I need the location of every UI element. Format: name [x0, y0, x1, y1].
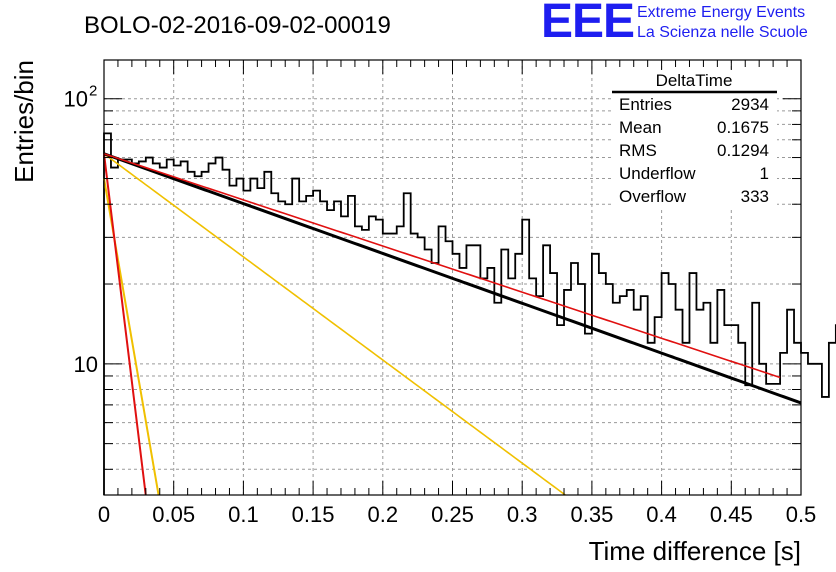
- x-tick-label: 0.4: [646, 502, 677, 527]
- stats-row-label: RMS: [619, 141, 657, 160]
- x-tick-label: 0.5: [786, 502, 817, 527]
- run-title: BOLO-02-2016-09-02-00019: [84, 12, 391, 39]
- x-tick-label: 0.2: [368, 502, 399, 527]
- stats-row-label: Underflow: [619, 164, 696, 183]
- axes: 0 0.05 0.1 0.15 0.2 0.25 0.3 0.35 0.4 0.45 0.51010…: [64, 60, 817, 527]
- eee-logo: EEE: [541, 0, 635, 48]
- stats-row-value: 333: [741, 187, 769, 206]
- x-tick-label: 0.1: [228, 502, 259, 527]
- y-tick-label: 10: [64, 87, 88, 112]
- stats-rows: Entries 2934 Mean 0.1675 RMS 0.1294 Underflow 1…: [619, 95, 769, 206]
- x-tick-label: 0.25: [431, 502, 474, 527]
- fit-curve-mid: [103, 153, 566, 496]
- x-tick-label: 0.15: [292, 502, 335, 527]
- fit-curve-total: [103, 152, 802, 405]
- stats-row-label: Mean: [619, 118, 662, 137]
- x-axis-label: Time difference [s]: [589, 536, 801, 566]
- y-tick-label-exponent: 2: [89, 83, 97, 100]
- stats-row-label: Overflow: [619, 187, 687, 206]
- histogram-step-line: [103, 132, 836, 495]
- stats-box-title: DeltaTime: [656, 71, 733, 90]
- stats-row-value: 0.1675: [717, 118, 769, 137]
- histogram: [103, 132, 836, 495]
- fit-curves: [103, 152, 802, 496]
- stats-box-background: [612, 70, 777, 210]
- stats-row-value: 1: [760, 164, 769, 183]
- x-tick-label: 0.35: [570, 502, 613, 527]
- stats-row-value: 0.1294: [717, 141, 769, 160]
- fit-curve-fast_red: [103, 153, 147, 496]
- y-tick-label: 10: [74, 352, 98, 377]
- x-tick-label: 0: [98, 502, 110, 527]
- logo-line-2: La Scienza nelle Scuole: [637, 24, 808, 41]
- x-tick-label: 0.05: [152, 502, 195, 527]
- stats-box: DeltaTime Entries 2934 Mean 0.1675 RMS 0.1294…: [612, 70, 777, 210]
- logo-line-1: Extreme Energy Events: [637, 4, 806, 21]
- fit-curve-slow: [103, 153, 781, 379]
- stats-row-value: 2934: [731, 95, 769, 114]
- y-axis-label: Entries/bin: [9, 60, 39, 183]
- x-tick-label: 0.3: [507, 502, 538, 527]
- x-tick-label: 0.45: [710, 502, 753, 527]
- stats-row-label: Entries: [619, 95, 672, 114]
